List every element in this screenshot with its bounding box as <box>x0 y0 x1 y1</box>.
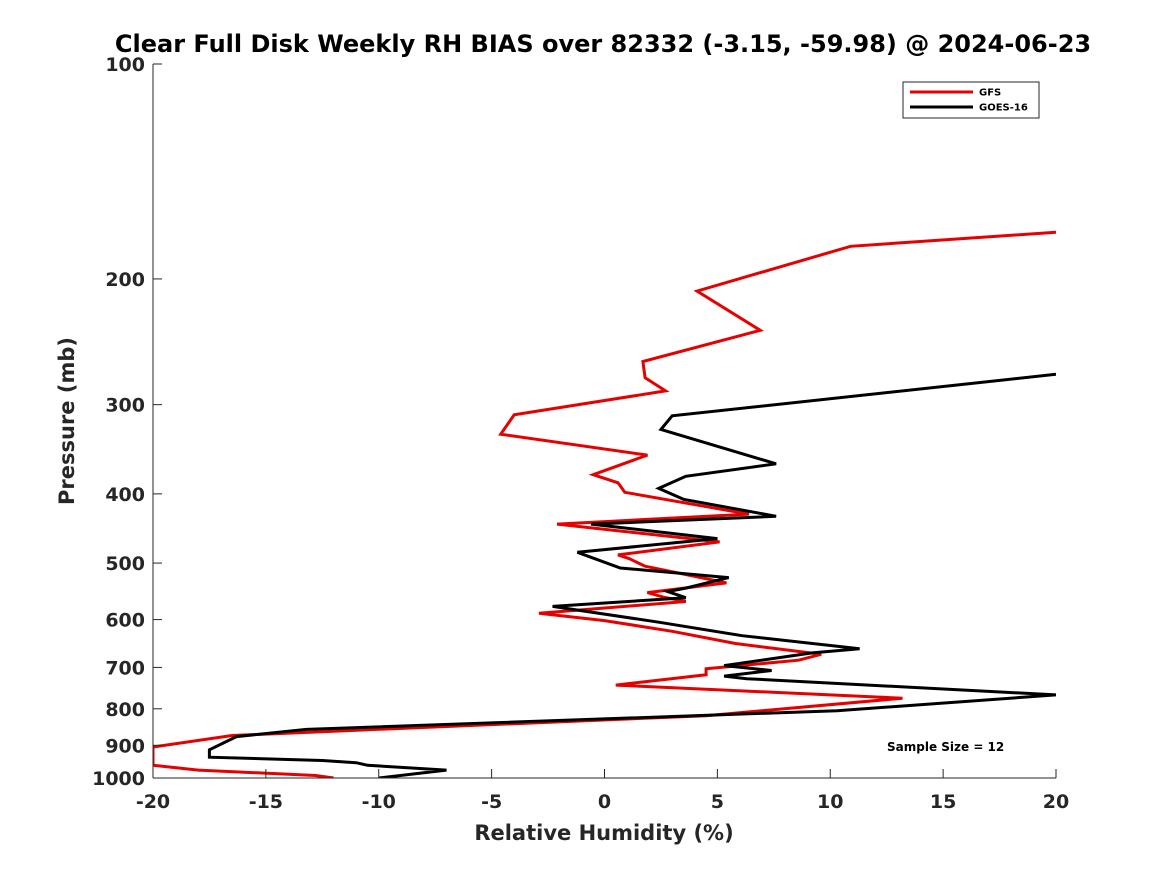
x-tick-label: 10 <box>817 791 843 813</box>
series-line-goes-16 <box>207 372 1056 778</box>
x-tick-label: -15 <box>249 791 283 813</box>
y-tick-label: 500 <box>105 553 145 575</box>
y-tick-label: 600 <box>105 610 145 632</box>
x-axis-ticks: -20 -15 -10 -5 0 5 10 15 20 <box>136 769 1069 813</box>
x-tick-label: 20 <box>1043 791 1069 813</box>
y-tick-label: 1000 <box>92 768 145 790</box>
x-tick-label: 0 <box>598 791 611 813</box>
y-axis-ticks: 100 200 300 400 500 600 700 800 900 1000 <box>92 54 162 790</box>
y-tick-label: 700 <box>105 657 145 679</box>
x-tick-label: -5 <box>481 791 502 813</box>
y-tick-label: 200 <box>105 269 145 291</box>
axes-layer <box>152 64 1056 779</box>
y-axis-label: Pressure (mb) <box>55 337 79 505</box>
series-line-gfs <box>153 230 1056 778</box>
legend: GFS GOES-16 <box>902 81 1040 119</box>
y-tick-label: 100 <box>105 54 145 76</box>
sample-size-annotation: Sample Size = 12 <box>887 740 1004 754</box>
x-axis-label: Relative Humidity (%) <box>474 821 733 845</box>
legend-box <box>902 81 1040 119</box>
y-tick-label: 800 <box>105 699 145 721</box>
x-tick-label: -10 <box>362 791 396 813</box>
y-tick-label: 300 <box>105 395 145 417</box>
series-layer <box>153 230 1056 778</box>
legend-label: GFS <box>979 88 1001 99</box>
x-tick-label: -20 <box>136 791 170 813</box>
x-tick-label: 5 <box>711 791 724 813</box>
legend-label: GOES-16 <box>979 103 1028 114</box>
y-tick-label: 400 <box>105 484 145 506</box>
chart-title: Clear Full Disk Weekly RH BIAS over 8233… <box>115 30 1091 58</box>
y-tick-label: 900 <box>105 735 145 757</box>
x-tick-label: 15 <box>930 791 956 813</box>
